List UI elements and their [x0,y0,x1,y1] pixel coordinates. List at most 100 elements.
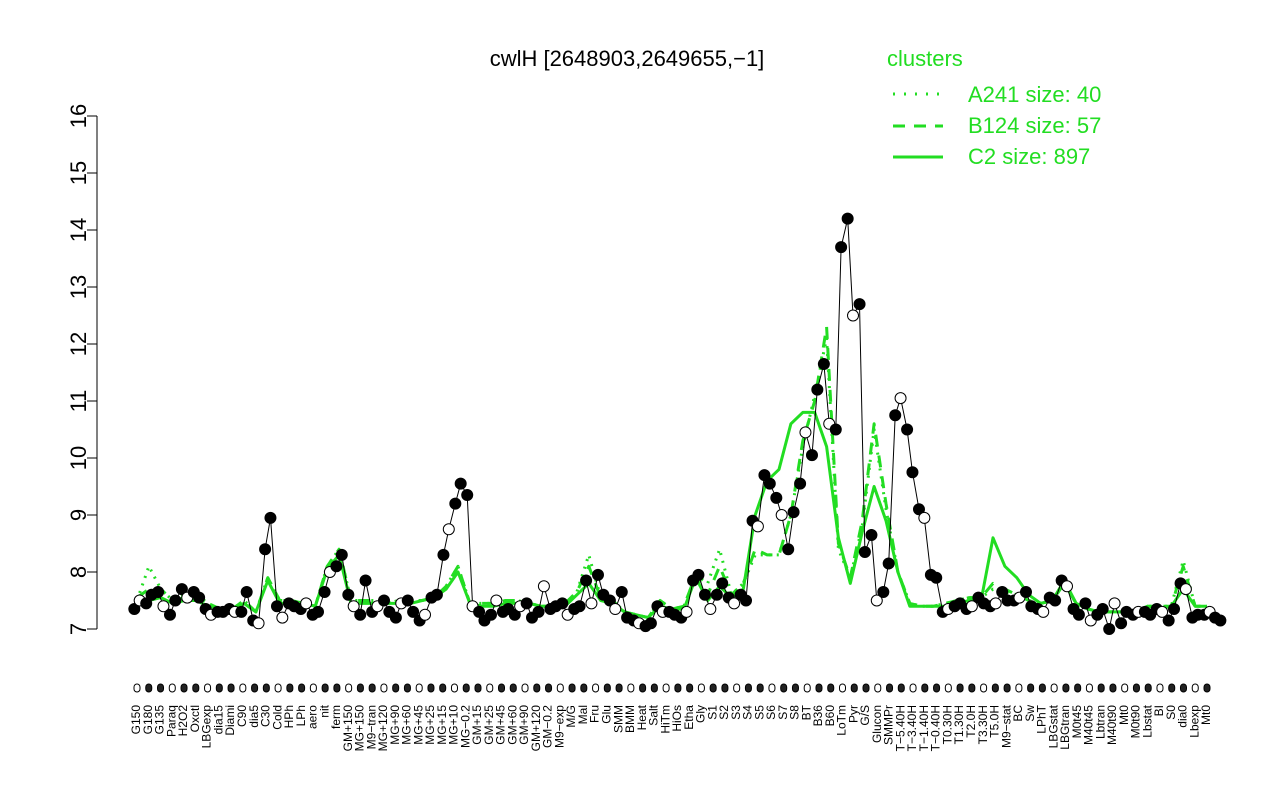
x-rug-mark [1038,683,1046,693]
series-line-solid [136,410,1207,620]
y-axis: 7 8 9 10 11 12 13 14 15 16 [66,104,98,635]
x-tick-label: MG−0.2 [458,705,472,748]
x-rug-mark [980,683,988,693]
x-tick-label: Heat [635,704,649,730]
data-point [389,611,402,624]
x-rug-mark [321,683,329,693]
x-tick-label: S4 [741,705,755,720]
x-tick-label: M0t90 [1129,705,1143,739]
data-point [817,357,830,370]
x-tick-label: HiOs [670,705,684,732]
data-point [1072,608,1085,621]
y-tick-label: 14 [66,218,91,242]
data-point [692,568,705,581]
data-point [175,583,188,596]
data-point [847,309,860,322]
x-rug-mark [780,683,788,693]
x-tick-label: M/G [564,705,578,728]
data-point [1156,605,1169,618]
x-rug-mark [815,683,823,693]
x-tick-label: SMMPr [882,705,896,745]
data-point [335,548,348,561]
data-point [758,469,771,482]
x-rug-mark [215,683,223,693]
x-tick-label: Gly [694,705,708,723]
data-point [1179,583,1192,596]
x-tick-label: Paraq [164,705,178,737]
x-rug-mark [733,683,741,693]
data-point [359,574,372,587]
series-line-dashed [136,325,1207,620]
x-tick-label: aero [306,705,320,729]
x-rug-mark [721,683,729,693]
legend-entry-c2: C2 size: 897 [968,144,1090,169]
x-rug-mark [709,683,717,693]
data-point [347,600,360,613]
x-rug-mark [509,683,517,693]
x-tick-label: Lbexp [1187,705,1201,738]
x-tick-label: C30 [259,705,273,727]
data-point [1079,597,1092,610]
x-tick-label: MG+60 [400,705,414,745]
x-rug-mark [650,683,658,693]
legend-entry-a241: A241 size: 40 [968,82,1101,107]
x-rug-mark [639,683,647,693]
x-tick-label: BT [799,704,813,720]
x-rug-mark [803,683,811,693]
data-point [532,605,545,618]
x-rug-mark [1027,683,1035,693]
data-point [585,597,598,610]
x-tick-label: G/S [858,705,872,726]
x-tick-label: T−0.40H [929,705,943,751]
x-rug-mark [486,683,494,693]
x-tick-label: BI [1152,705,1166,716]
data-point [484,608,497,621]
x-tick-label: MG+45 [411,705,425,745]
data-point [740,594,753,607]
x-rug-mark [921,683,929,693]
data-point [710,588,723,601]
data-point [276,611,289,624]
y-tick-label: 7 [66,623,91,635]
x-rug-mark [1097,683,1105,693]
data-point [449,497,462,510]
x-tick-label: LPh [294,705,308,726]
x-rug-mark [439,683,447,693]
data-point [490,594,503,607]
x-tick-label: M0t45 [1070,705,1084,739]
data-point [128,603,141,616]
x-tick-label: T2.0H [964,705,978,738]
x-tick-label: HiTm [658,705,672,734]
x-tick-label: LBGexp [200,705,214,749]
data-point [1037,605,1050,618]
x-tick-label: Sw [1023,705,1037,722]
x-rug-mark [592,683,600,693]
data-point [318,585,331,598]
x-rug-mark [474,683,482,693]
x-tick-label: dia5 [247,705,261,728]
x-rug-mark [1074,683,1082,693]
x-tick-label: B60 [823,705,837,727]
sample-trace [133,218,1221,631]
data-point [698,588,711,601]
data-point [300,597,313,610]
data-point [461,489,474,502]
x-tick-label: MG+25 [423,705,437,745]
x-tick-label: GM+45 [494,705,508,745]
x-rug-mark [1191,683,1199,693]
x-tick-label: nit [317,704,331,717]
x-rug-mark [850,683,858,693]
x-rug-mark [1168,683,1176,693]
data-point [270,600,283,613]
x-rug-mark [168,683,176,693]
data-point [894,392,907,405]
x-rug-mark [697,683,705,693]
data-point [716,577,729,590]
x-rug-mark [286,683,294,693]
data-point [805,449,818,462]
data-point [508,608,521,621]
data-point [912,503,925,516]
data-point [169,594,182,607]
data-point [930,571,943,584]
data-point [430,588,443,601]
